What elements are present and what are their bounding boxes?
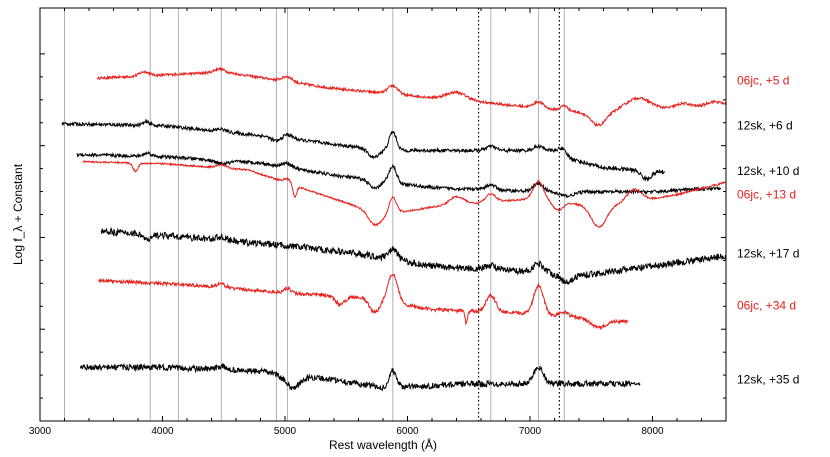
x-tick-label-5: 8000: [641, 426, 664, 437]
spectrum-2: [557, 146, 665, 183]
plot-frame: [39, 7, 727, 422]
spectrum-6: [98, 273, 629, 331]
spectrum-5: [100, 227, 727, 285]
spectrum-4: [82, 160, 726, 229]
series-label-7: 12sk, +35 d: [737, 373, 799, 387]
series-label-6: 06jc, +34 d: [737, 298, 796, 312]
series-label-5: 12sk, +17 d: [737, 247, 799, 261]
series-label-1: 12sk, +6 d: [737, 119, 793, 133]
spectra-series: [61, 66, 727, 392]
x-tick-label-1: 4000: [151, 426, 174, 437]
x-tick-label-4: 7000: [519, 426, 542, 437]
spectrum-7: [79, 362, 641, 392]
spectrum-3: [76, 150, 722, 198]
spectrum-1: [61, 118, 559, 160]
x-axis: 3000 4000 5000 6000 7000 8000: [29, 8, 702, 437]
series-label-4: 06jc, +13 d: [737, 188, 796, 202]
y-axis: [40, 53, 726, 399]
x-tick-label-0: 3000: [29, 426, 52, 437]
line-features: [64, 8, 565, 421]
x-tick-label-3: 6000: [396, 426, 419, 437]
x-axis-label: Rest wavelength (Å): [329, 437, 437, 452]
x-tick-label-2: 5000: [274, 426, 297, 437]
series-labels: 06jc, +5 d 12sk, +6 d 12sk, +10 d 06jc, +13…: [737, 73, 799, 386]
y-axis-label: Log f_λ + Constant: [11, 163, 25, 265]
series-label-0: 06jc, +5 d: [737, 73, 789, 87]
spectrum-0: [97, 66, 727, 128]
series-label-3: 12sk, +10 d: [737, 164, 799, 178]
